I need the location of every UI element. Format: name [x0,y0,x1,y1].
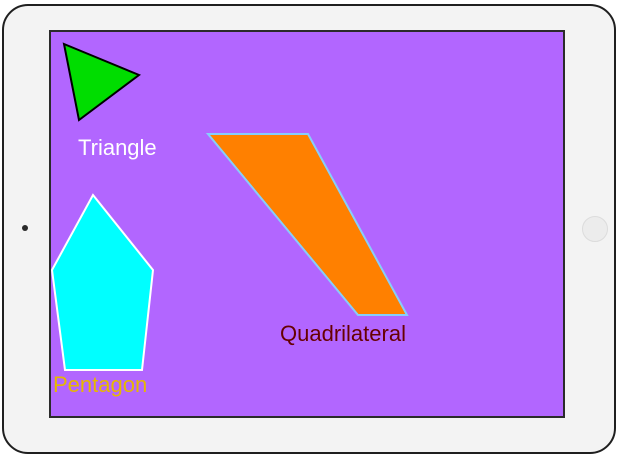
triangle-label: Triangle [78,135,157,160]
camera-dot [22,225,28,231]
home-button[interactable] [582,216,608,242]
app-canvas: Triangle Quadrilateral Pentagon [49,30,565,418]
quadrilateral-label: Quadrilateral [280,321,406,346]
quadrilateral-shape[interactable] [205,133,409,316]
pentagon-label: Pentagon [53,372,148,397]
pentagon-shape[interactable] [51,193,155,371]
triangle-shape[interactable] [62,42,142,122]
shapes-canvas [51,42,409,371]
